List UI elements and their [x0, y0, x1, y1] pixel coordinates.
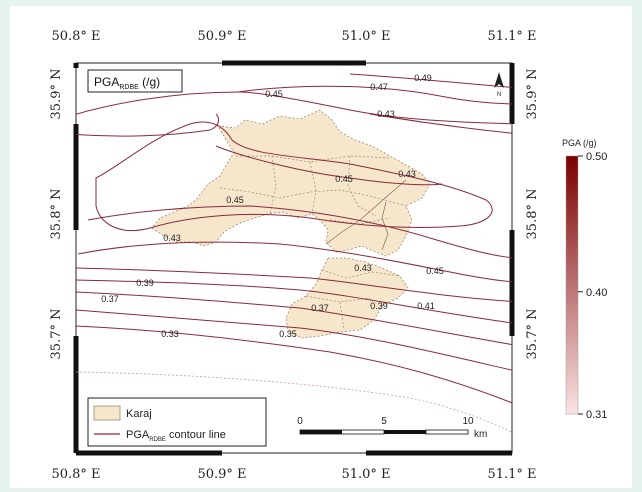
- lat-label: 35.8° N: [525, 189, 540, 240]
- contour-043-north: [369, 113, 512, 134]
- svg-text:N: N: [497, 92, 501, 98]
- lat-label: 35.9° N: [49, 69, 64, 120]
- contour-labels: 0.49 0.47 0.45 0.43 0.45 0.43 0.45 0.43 …: [101, 73, 444, 339]
- lat-label: 35.7° N: [49, 309, 64, 360]
- contour-043-ring: [95, 121, 493, 232]
- colorbar: PGA (/g) 0.50 0.40 0.31: [562, 138, 607, 421]
- scale-unit: km: [474, 429, 487, 440]
- map-title: PGARDBE (/g): [94, 75, 160, 91]
- lon-label: 51.1° E: [487, 467, 536, 482]
- contour-035: [76, 309, 512, 371]
- contour-label: 0.45: [226, 195, 244, 205]
- contour-049: [349, 73, 512, 88]
- contour-045-ring2: [87, 205, 512, 259]
- colorbar-tick-label: 0.40: [586, 287, 607, 299]
- contour-031: [76, 371, 512, 433]
- contour-043-south: [77, 241, 512, 283]
- contour-label: 0.37: [311, 303, 329, 313]
- contour-label: 0.33: [161, 329, 179, 339]
- contour-045-inner: [215, 145, 443, 186]
- contour-045-west: [76, 113, 219, 137]
- colorbar-ramp: [565, 155, 579, 415]
- lon-label: 50.9° E: [197, 467, 246, 482]
- lat-label: 35.9° N: [525, 69, 540, 120]
- north-arrow-icon: N: [494, 72, 504, 98]
- map-legend: Karaj PGARDBE contour line: [87, 397, 267, 447]
- lon-label: 50.8° E: [51, 467, 100, 482]
- lon-label: 51.1° E: [487, 29, 536, 44]
- pga-contours: [76, 73, 512, 404]
- contour-label: 0.37: [101, 294, 119, 304]
- colorbar-tick-label: 0.31: [586, 409, 607, 421]
- contour-label: 0.45: [265, 89, 283, 99]
- colorbar-tick-label: 0.50: [586, 151, 607, 163]
- colorbar-title: PGA (/g): [562, 138, 597, 148]
- lon-label: 50.9° E: [197, 29, 246, 44]
- contour-label: 0.41: [417, 301, 435, 311]
- lon-label: 50.8° E: [51, 29, 100, 44]
- map-figure: 0.49 0.47 0.45 0.43 0.45 0.43 0.45 0.43 …: [10, 6, 632, 488]
- scale-bar: 0 5 10 km: [297, 416, 487, 440]
- contour-039: [76, 279, 512, 324]
- contour-label: 0.43: [163, 233, 181, 243]
- contour-047: [237, 85, 512, 105]
- contour-033: [76, 325, 512, 404]
- scale-tick: 10: [462, 416, 474, 427]
- scale-tick: 0: [297, 416, 303, 427]
- contour-label: 0.49: [414, 73, 432, 83]
- map-title-box: [87, 69, 183, 93]
- contour-037: [76, 291, 512, 346]
- contour-label: 0.47: [370, 82, 388, 92]
- contour-label: 0.45: [426, 266, 444, 276]
- frame-neatline: [73, 60, 515, 456]
- contour-045-outer: [76, 91, 512, 125]
- lat-label: 35.8° N: [49, 189, 64, 240]
- contour-label: 0.35: [279, 329, 297, 339]
- contour-label: 0.39: [136, 278, 154, 288]
- lat-labels-right: 35.9° N 35.8° N 35.7° N: [525, 69, 540, 360]
- lon-label: 51.0° E: [341, 29, 390, 44]
- district-boundaries: [219, 155, 407, 331]
- scale-tick: 5: [381, 416, 387, 427]
- contour-label: 0.43: [354, 263, 372, 273]
- lat-label: 35.7° N: [525, 309, 540, 360]
- lon-labels-top: 50.8° E 50.9° E 51.0° E 51.1° E: [51, 29, 536, 44]
- legend-contour-label: PGARDBE contour line: [126, 429, 226, 443]
- contour-label: 0.39: [370, 301, 388, 311]
- lat-labels-left: 35.9° N 35.8° N 35.7° N: [49, 69, 64, 360]
- legend-karaj-swatch: [93, 405, 121, 421]
- legend-karaj-label: Karaj: [126, 408, 152, 420]
- lon-labels-bottom: 50.8° E 50.9° E 51.0° E 51.1° E: [51, 467, 536, 482]
- colorbar-ticks: 0.50 0.40 0.31: [578, 151, 607, 421]
- contour-label: 0.43: [398, 169, 416, 179]
- map-svg: 0.49 0.47 0.45 0.43 0.45 0.43 0.45 0.43 …: [49, 29, 607, 482]
- karaj-region: [151, 109, 431, 339]
- contour-041: [76, 267, 512, 302]
- lon-label: 51.0° E: [341, 467, 390, 482]
- contour-label: 0.43: [377, 109, 395, 119]
- contour-label: 0.45: [335, 174, 353, 184]
